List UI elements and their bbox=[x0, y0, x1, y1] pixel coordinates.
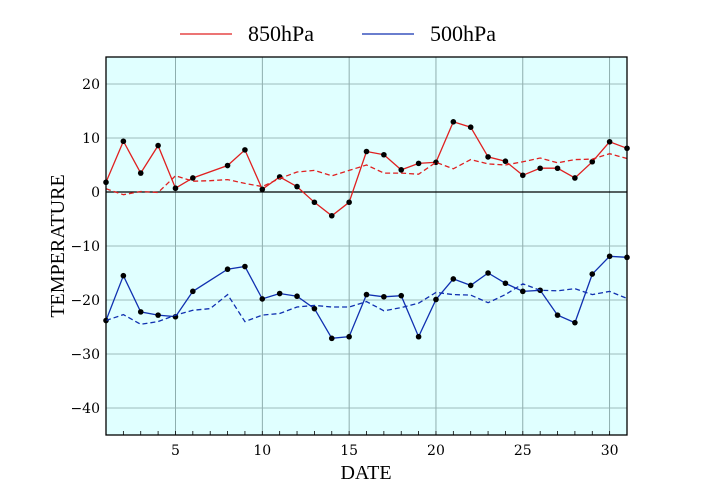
data-point bbox=[572, 319, 578, 326]
data-point bbox=[450, 119, 457, 125]
grid bbox=[105, 57, 628, 435]
data-point bbox=[276, 290, 283, 297]
data-point bbox=[467, 282, 474, 289]
data-point bbox=[502, 158, 509, 165]
data-point bbox=[259, 186, 266, 193]
data-point bbox=[137, 309, 144, 315]
y-axis-title: TEMPERATURE bbox=[47, 174, 69, 317]
data-point bbox=[346, 199, 352, 206]
x-axis-title: DATE bbox=[340, 462, 391, 484]
data-point bbox=[589, 158, 596, 165]
data-point bbox=[398, 167, 405, 173]
x-tick-label: 10 bbox=[253, 443, 271, 459]
data-point bbox=[572, 175, 578, 181]
data-point bbox=[224, 266, 231, 273]
series-layer bbox=[103, 119, 630, 342]
data-point bbox=[415, 333, 422, 340]
data-point bbox=[311, 305, 318, 312]
legend-label: 850hPa bbox=[248, 21, 314, 46]
data-point bbox=[381, 151, 387, 158]
legend: 850hPa 500hPa bbox=[180, 21, 496, 46]
y-tick-label: −10 bbox=[70, 239, 100, 255]
y-tick-label: 20 bbox=[82, 77, 100, 93]
data-point bbox=[190, 288, 196, 295]
data-point bbox=[520, 288, 526, 295]
data-point bbox=[328, 335, 335, 342]
y-tick-label: 0 bbox=[91, 185, 100, 201]
data-point bbox=[363, 148, 370, 155]
data-point bbox=[190, 175, 196, 181]
data-point bbox=[120, 138, 127, 145]
data-point bbox=[120, 272, 127, 279]
data-point bbox=[415, 160, 422, 167]
data-point bbox=[502, 280, 509, 287]
data-point bbox=[363, 291, 370, 298]
x-tick-label: 30 bbox=[601, 443, 619, 459]
data-point bbox=[242, 263, 248, 270]
series-3 bbox=[103, 253, 630, 342]
data-point bbox=[328, 212, 335, 219]
data-point bbox=[398, 292, 405, 299]
data-point bbox=[485, 154, 491, 160]
x-tick-label: 20 bbox=[427, 443, 445, 459]
data-point bbox=[137, 170, 144, 176]
data-point bbox=[224, 162, 231, 169]
data-point bbox=[450, 276, 457, 282]
y-tick-label: −20 bbox=[70, 293, 100, 309]
series-1 bbox=[103, 119, 630, 219]
data-point bbox=[520, 172, 526, 179]
y-tick-label: 10 bbox=[82, 131, 100, 147]
y-tick-label: −30 bbox=[70, 347, 100, 363]
x-tick-label: 25 bbox=[514, 443, 532, 459]
data-point bbox=[606, 138, 613, 145]
data-point bbox=[485, 270, 491, 276]
legend-label: 500hPa bbox=[430, 21, 496, 46]
x-tick-label: 15 bbox=[340, 443, 358, 459]
plot-frame bbox=[105, 56, 628, 436]
data-point bbox=[606, 253, 613, 260]
series-line bbox=[105, 283, 628, 325]
data-point bbox=[155, 312, 161, 318]
series-4 bbox=[105, 283, 628, 325]
series-line bbox=[105, 153, 628, 196]
data-point bbox=[433, 296, 439, 303]
data-point bbox=[589, 271, 596, 277]
data-point bbox=[467, 124, 474, 130]
data-point bbox=[381, 293, 387, 300]
data-point bbox=[311, 199, 318, 206]
data-point bbox=[537, 165, 543, 172]
data-point bbox=[172, 185, 179, 192]
y-tick-label: −40 bbox=[70, 401, 100, 417]
tick-labels: 5 10 15 20 25 30 20 10 0 −10 −20 −30 −40 bbox=[70, 77, 618, 459]
data-point bbox=[346, 333, 352, 340]
data-point bbox=[155, 142, 161, 149]
data-point bbox=[259, 296, 266, 302]
data-point bbox=[294, 183, 300, 190]
data-point bbox=[554, 165, 561, 172]
data-point bbox=[294, 293, 300, 300]
data-point bbox=[554, 312, 561, 318]
data-point bbox=[242, 147, 248, 153]
series-2 bbox=[105, 153, 628, 196]
series-line bbox=[105, 255, 628, 339]
x-tick-label: 5 bbox=[171, 443, 180, 459]
